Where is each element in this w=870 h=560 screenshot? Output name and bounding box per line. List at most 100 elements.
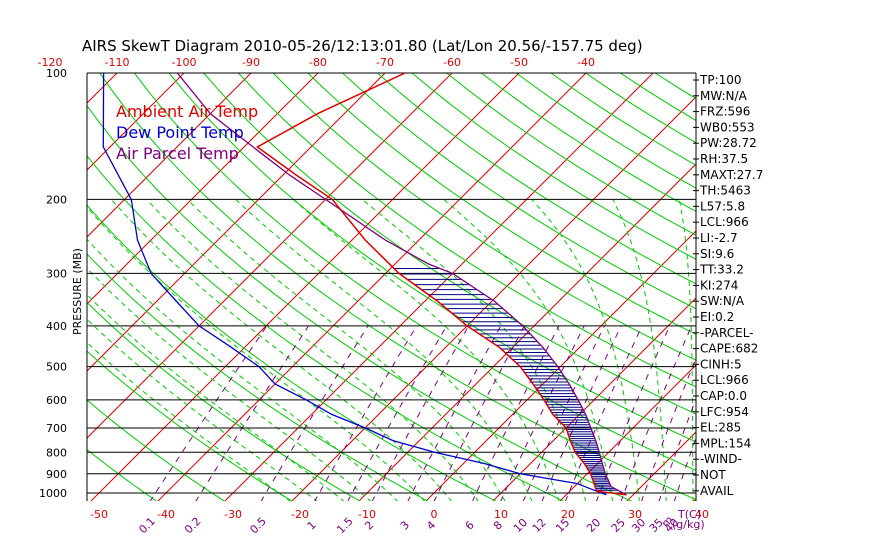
dry-adiabat-line (99, 73, 696, 501)
stability-index: TH:5463 (699, 184, 751, 198)
stability-index: WB0:553 (700, 120, 755, 134)
stability-index: -WIND- (700, 452, 742, 466)
stability-index: RH:37.5 (700, 152, 748, 166)
dry-adiabat-line (87, 399, 226, 501)
moist-adiabat-line (146, 199, 479, 501)
pressure-tick-label: 100 (46, 67, 67, 80)
legend-dewpoint: Dew Point Temp (116, 123, 244, 142)
bottom-temp-tick-label: -10 (358, 508, 376, 521)
mixing-ratio-line (596, 325, 671, 501)
moist-adiabat-line (235, 199, 533, 501)
parcel-series-line (176, 73, 627, 496)
stability-index: L57:5.8 (700, 199, 745, 213)
stability-index: CAPE:682 (700, 342, 758, 356)
stability-index: LI:-2.7 (700, 231, 738, 245)
pressure-tick-label: 800 (46, 446, 67, 459)
pressure-tick-label: 500 (46, 361, 67, 374)
isotherm-line (425, 230, 696, 501)
mixing-ratio-line (500, 325, 585, 501)
dry-adiabat-line (168, 73, 696, 443)
stability-index: LFC:954 (700, 405, 749, 419)
dry-adiabat-line (87, 104, 633, 501)
pressure-tick-label: 400 (46, 320, 67, 333)
legend-ambient: Ambient Air Temp (116, 102, 258, 121)
mixing-ratio-tick-label: 1 (305, 518, 319, 532)
top-temp-tick-label: -40 (577, 56, 595, 69)
stability-index: SI:9.6 (700, 247, 734, 261)
top-temp-tick-label: -100 (172, 56, 197, 69)
stability-index: KI:274 (700, 278, 738, 292)
bottom-temp-tick-label: 30 (628, 508, 642, 521)
pressure-tick-label: 600 (46, 394, 67, 407)
top-temp-tick-label: -90 (242, 56, 260, 69)
isotherm-line (90, 73, 520, 501)
bottom-temp-tick-label: -30 (224, 508, 242, 521)
dry-adiabat-line (134, 73, 696, 471)
moist-adiabat-line (87, 238, 399, 501)
isotherm-line (224, 73, 654, 501)
stability-index: LCL:966 (700, 373, 749, 387)
mixing-ratio-line (347, 325, 448, 501)
mixing-ratio-tick-label: 10 (511, 516, 530, 535)
cape-hatch-layer (394, 267, 618, 491)
isotherm-line (87, 73, 185, 171)
bottom-temp-tick-label: -50 (90, 508, 108, 521)
moist-adiabat-line (443, 199, 614, 501)
mixing-ratio-line (541, 325, 622, 501)
isotherm-line (358, 163, 696, 501)
mixing-ratio-tick-label: 1.5 (334, 515, 356, 537)
isotherm-line (87, 73, 386, 372)
top-temp-tick-label: -60 (443, 56, 461, 69)
mixing-ratio-tick-label: 0.2 (182, 515, 204, 537)
grid-layer (87, 73, 696, 501)
dry-adiabat-line (307, 73, 696, 335)
temperature-series-line (256, 73, 627, 496)
pressure-tick-label: 300 (46, 267, 67, 280)
moist-adiabat-line (292, 199, 560, 501)
stability-index: MW:N/A (700, 89, 748, 103)
dry-adiabat-line (272, 73, 696, 361)
moist-adiabat-line (678, 199, 694, 501)
stability-index: SW:N/A (700, 294, 745, 308)
legend: Ambient Air Temp Dew Point Temp Air Parc… (116, 102, 258, 163)
isotherm-line (87, 73, 453, 439)
isotherm-line (291, 96, 696, 501)
mixing-ratio-line (314, 325, 418, 501)
stability-index: CINH:5 (700, 357, 742, 371)
dry-adiabat-line (411, 73, 696, 260)
mixing-ratio-line (260, 325, 369, 501)
dry-adiabat-line (446, 73, 696, 236)
isotherm-line (87, 73, 118, 104)
dry-adiabat-line (342, 73, 696, 310)
stability-index: MAXT:27.7 (700, 168, 763, 182)
isotherm-line (559, 364, 696, 501)
series-layer (102, 73, 627, 496)
stability-index: TT:33.2 (699, 263, 744, 277)
stability-index: TP:100 (699, 73, 742, 87)
top-temp-tick-label: -120 (38, 56, 63, 69)
mixing-ratio-line (433, 325, 525, 501)
dry-adiabat-line (203, 73, 696, 415)
pressure-tick-label: 1000 (39, 487, 67, 500)
moist-adiabat-line (87, 293, 345, 501)
dry-adiabat-line (87, 253, 429, 501)
stability-index: LCL:966 (700, 215, 749, 229)
stability-index: EL:285 (700, 421, 741, 435)
dry-adiabat-line (238, 73, 696, 388)
stability-index: FRZ:596 (700, 105, 750, 119)
bottom-temp-tick-label: 40 (695, 508, 709, 521)
pressure-tick-label: 900 (46, 468, 67, 481)
stability-index: EI:0.2 (700, 310, 734, 324)
moist-adiabat-line (87, 267, 372, 501)
moist-adiabat-line (87, 206, 425, 501)
dry-adiabat-line (87, 155, 565, 501)
mixing-ratio-tick-label: 3 (398, 518, 412, 532)
top-temp-tick-label: -80 (309, 56, 327, 69)
stability-index: CAP:0.0 (700, 389, 747, 403)
mixing-ratio-tick-label: 25 (609, 516, 628, 535)
moist-adiabat-line (612, 199, 667, 501)
mixing-ratio-line (522, 325, 605, 501)
dry-adiabat-line (481, 73, 696, 212)
